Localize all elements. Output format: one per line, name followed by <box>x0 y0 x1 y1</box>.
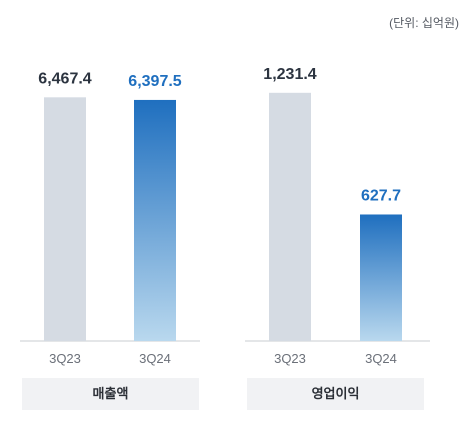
data-label: 1,231.4 <box>263 66 316 83</box>
data-label: 6,467.4 <box>38 70 91 87</box>
data-label: 6,397.5 <box>128 73 181 90</box>
bar <box>360 214 402 341</box>
group-label-revenue: 매출액 <box>22 378 199 410</box>
unit-note: (단위: 십억원) <box>389 16 459 30</box>
bar <box>134 99 176 341</box>
x-tick-label: 3Q23 <box>274 351 306 366</box>
x-tick-label: 3Q23 <box>49 351 81 366</box>
x-tick-label: 3Q24 <box>139 351 171 366</box>
bar <box>44 97 86 341</box>
x-tick-label: 3Q24 <box>365 351 397 366</box>
bar <box>269 92 311 341</box>
data-label: 627.7 <box>361 187 401 204</box>
group-label-operating-profit: 영업이익 <box>247 378 424 410</box>
